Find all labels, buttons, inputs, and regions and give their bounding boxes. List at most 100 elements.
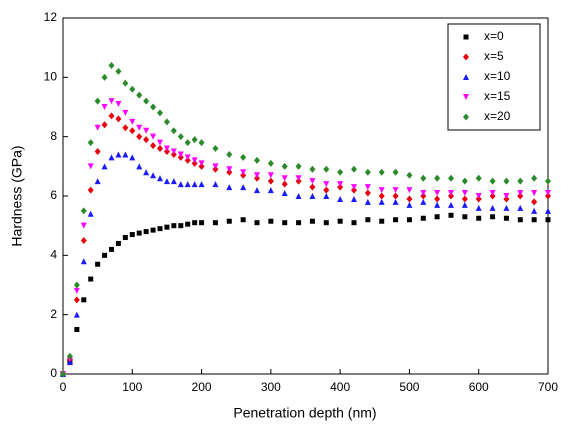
legend-marker bbox=[463, 94, 469, 100]
marker bbox=[406, 195, 413, 203]
marker bbox=[191, 157, 198, 164]
marker bbox=[461, 177, 468, 185]
marker bbox=[420, 198, 427, 205]
marker bbox=[94, 178, 101, 185]
marker bbox=[337, 218, 343, 224]
marker bbox=[309, 218, 315, 224]
marker bbox=[254, 220, 260, 226]
marker bbox=[73, 296, 80, 304]
marker bbox=[143, 169, 150, 176]
marker bbox=[101, 73, 108, 81]
marker bbox=[73, 311, 80, 318]
marker bbox=[406, 187, 413, 194]
marker bbox=[122, 124, 129, 132]
marker bbox=[545, 177, 551, 185]
marker bbox=[281, 180, 288, 188]
marker bbox=[448, 212, 454, 218]
marker bbox=[157, 145, 163, 153]
marker bbox=[503, 177, 510, 185]
marker bbox=[489, 190, 496, 197]
marker bbox=[178, 223, 184, 229]
marker bbox=[80, 258, 87, 265]
marker bbox=[295, 193, 302, 199]
y-tick-label: 12 bbox=[44, 10, 58, 24]
marker bbox=[531, 174, 538, 182]
marker bbox=[170, 127, 177, 135]
marker bbox=[95, 261, 101, 267]
marker bbox=[108, 98, 115, 105]
marker bbox=[108, 112, 115, 120]
marker bbox=[101, 104, 108, 110]
marker bbox=[88, 276, 94, 282]
marker bbox=[475, 204, 482, 211]
marker bbox=[267, 187, 274, 194]
marker bbox=[392, 198, 399, 205]
marker bbox=[136, 133, 143, 141]
marker bbox=[281, 175, 288, 182]
marker bbox=[364, 168, 371, 176]
marker bbox=[295, 162, 302, 170]
marker bbox=[475, 174, 482, 182]
marker bbox=[240, 153, 247, 161]
marker bbox=[122, 151, 129, 158]
marker bbox=[185, 221, 191, 227]
marker bbox=[517, 217, 523, 223]
marker bbox=[364, 184, 371, 191]
marker bbox=[531, 198, 538, 206]
marker bbox=[226, 166, 233, 173]
marker bbox=[184, 154, 191, 161]
marker bbox=[461, 195, 468, 203]
marker bbox=[406, 171, 413, 179]
marker bbox=[81, 297, 87, 303]
marker bbox=[267, 177, 274, 185]
marker bbox=[476, 215, 482, 221]
marker bbox=[323, 193, 330, 199]
marker bbox=[122, 235, 128, 241]
marker bbox=[351, 165, 357, 173]
marker bbox=[351, 195, 357, 202]
marker bbox=[115, 240, 121, 246]
marker bbox=[102, 252, 108, 258]
marker bbox=[129, 154, 136, 161]
marker bbox=[337, 181, 344, 188]
legend-label: x=20 bbox=[484, 109, 511, 123]
marker bbox=[198, 181, 205, 188]
marker bbox=[254, 187, 260, 194]
marker bbox=[378, 198, 385, 205]
legend-label: x=0 bbox=[484, 29, 504, 43]
marker bbox=[406, 201, 413, 208]
marker bbox=[212, 163, 219, 170]
legend-label: x=5 bbox=[484, 49, 504, 63]
marker bbox=[177, 181, 184, 188]
marker bbox=[364, 189, 371, 197]
marker bbox=[379, 218, 385, 224]
marker bbox=[87, 139, 94, 147]
marker bbox=[192, 220, 198, 226]
marker bbox=[157, 109, 163, 117]
marker bbox=[448, 190, 454, 197]
marker bbox=[129, 85, 136, 93]
marker bbox=[545, 217, 551, 223]
y-tick-label: 6 bbox=[50, 188, 57, 202]
marker bbox=[150, 142, 157, 150]
marker bbox=[503, 204, 510, 211]
legend-box bbox=[447, 23, 541, 131]
x-tick-label: 400 bbox=[330, 380, 350, 394]
marker bbox=[122, 109, 129, 116]
y-axis-title: Hardness (GPa) bbox=[9, 145, 25, 246]
marker bbox=[254, 156, 260, 164]
marker bbox=[136, 91, 143, 99]
marker bbox=[545, 190, 551, 197]
marker bbox=[392, 187, 399, 194]
legend-label: x=15 bbox=[484, 89, 511, 103]
marker bbox=[378, 187, 385, 194]
marker bbox=[163, 118, 170, 126]
marker bbox=[101, 163, 108, 170]
marker bbox=[129, 118, 136, 125]
marker bbox=[503, 215, 509, 221]
marker bbox=[170, 148, 177, 155]
marker bbox=[129, 232, 135, 238]
x-tick-label: 0 bbox=[60, 380, 67, 394]
marker bbox=[94, 148, 101, 155]
marker bbox=[434, 214, 440, 220]
